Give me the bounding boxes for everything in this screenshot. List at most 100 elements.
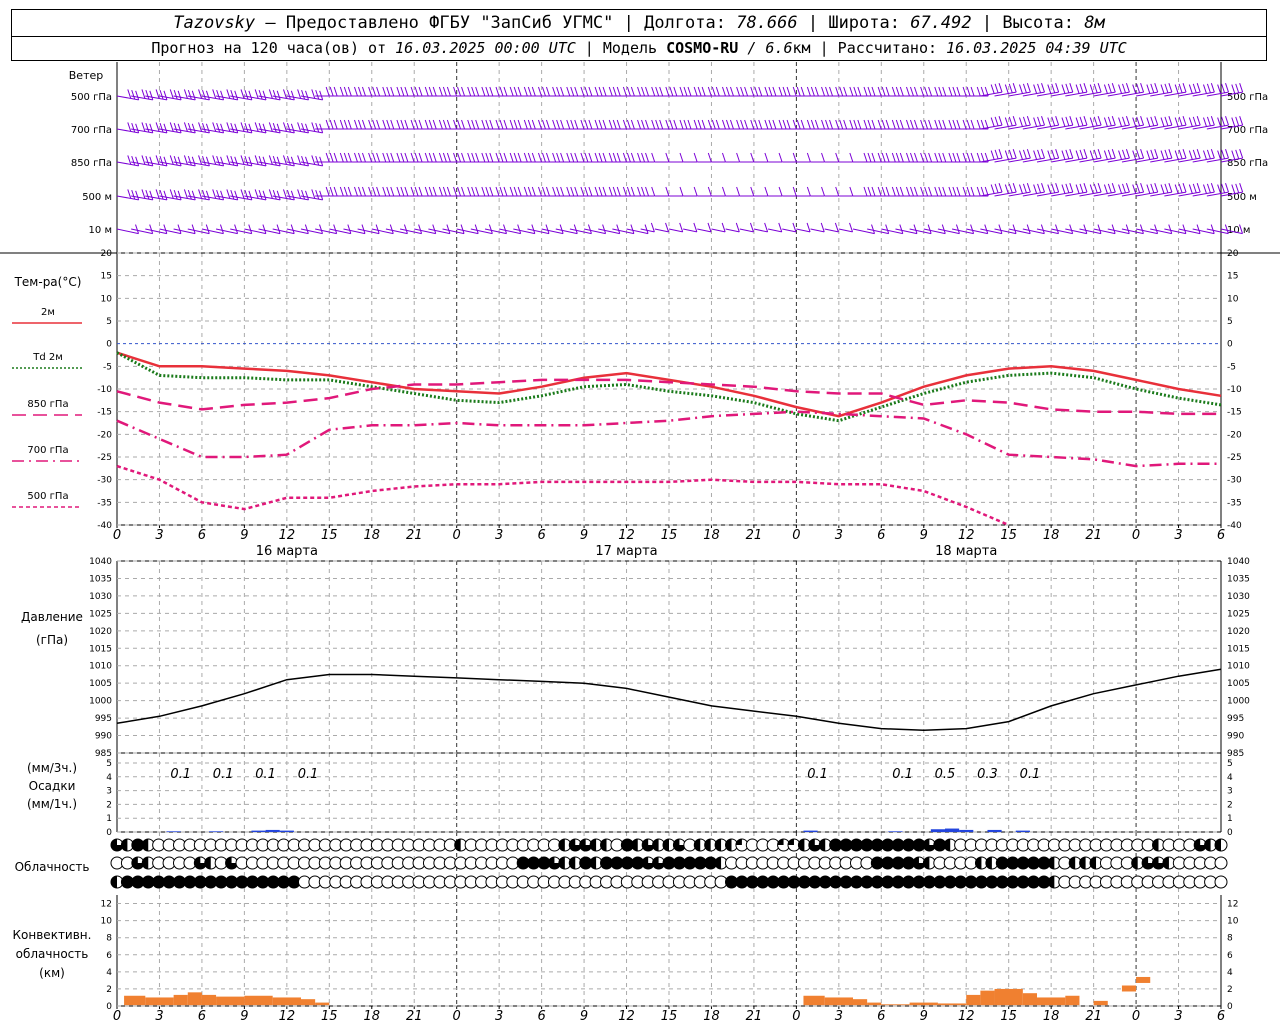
- wind-barb-feather: [1168, 83, 1173, 93]
- temp-tick-left: 0: [106, 340, 112, 350]
- wind-barb: [1022, 83, 1045, 97]
- wind-barb-feather: [353, 186, 358, 197]
- wind-barb-feather: [400, 186, 405, 197]
- wind-barb-feather: [1221, 149, 1226, 160]
- pressure-tick-right: 985: [1227, 749, 1244, 759]
- wind-barb-feather: [707, 119, 712, 130]
- wind-barb-feather: [234, 156, 239, 166]
- wind-barb-feather: [899, 224, 904, 234]
- wind-barb-feather: [432, 119, 437, 130]
- wind-barb-feather: [764, 222, 769, 233]
- wind-barb: [1065, 183, 1088, 197]
- wind-barb-feather: [758, 119, 763, 130]
- wind-barb: [1220, 183, 1244, 197]
- wind-barb-feather: [1107, 83, 1112, 94]
- wind-barb-feather: [729, 86, 734, 97]
- cloud-fill-half: [819, 839, 826, 851]
- wind-barb-shaft: [1093, 228, 1116, 235]
- wind-barb-feather: [942, 152, 947, 163]
- wind-barb-feather: [1174, 117, 1179, 127]
- wind-barb: [357, 224, 380, 235]
- hour-tick-label: 9: [580, 1009, 588, 1024]
- temp-tick-right: 20: [1227, 249, 1239, 259]
- wind-barb: [187, 155, 210, 167]
- wind-barb-shaft: [1008, 91, 1031, 97]
- wind-barb-feather: [1224, 224, 1229, 234]
- wind-barb: [470, 186, 494, 197]
- wind-barb-shaft: [159, 195, 182, 201]
- wind-barb-feather: [1111, 149, 1116, 159]
- wind-barb: [1178, 224, 1201, 235]
- wind-barb-feather: [240, 189, 245, 199]
- cloud-symbol: [735, 838, 749, 852]
- precip-3h-label: 0.1: [298, 767, 319, 782]
- wind-barb-feather: [428, 152, 433, 163]
- wind-barb: [272, 155, 295, 167]
- wind-barb-shaft: [612, 228, 635, 235]
- wind-barb-feather: [1154, 116, 1159, 126]
- wind-barb-feather: [736, 186, 741, 197]
- wind-barb-feather: [1231, 184, 1236, 194]
- cloud-symbol: [235, 875, 249, 889]
- conv-label: облачность: [16, 947, 89, 961]
- precip-3h-label: 0.1: [1020, 767, 1041, 782]
- wind-barb-feather: [920, 119, 925, 130]
- wind-barb: [994, 183, 1017, 197]
- wind-barb-shaft: [852, 228, 875, 235]
- wind-barb-shaft: [1178, 191, 1201, 197]
- cloud-fill-full: [892, 876, 905, 888]
- wind-barb-feather: [205, 123, 210, 133]
- wind-barb: [315, 152, 338, 163]
- wind-barb-feather: [159, 189, 164, 200]
- wind-barb-feather: [1118, 84, 1123, 94]
- wind-barb: [796, 152, 811, 163]
- wind-barb-feather: [573, 224, 578, 234]
- wind-barb-feather: [424, 186, 429, 197]
- cloud-fill-three-quarter: [131, 857, 144, 870]
- wind-barb-feather: [319, 156, 324, 166]
- hour-tick-label: 0: [453, 1009, 461, 1024]
- wind-barb-feather: [948, 119, 953, 130]
- cloud-fill-half: [569, 857, 576, 869]
- wind-barb-feather: [347, 152, 352, 163]
- wind-barb-feather: [475, 119, 480, 130]
- wind-barb-feather: [372, 86, 377, 97]
- wind-barb-feather: [998, 83, 1003, 93]
- wind-barb-feather: [531, 224, 536, 234]
- hour-tick-label: 0: [453, 528, 461, 543]
- wind-barb-feather: [622, 152, 627, 163]
- temp-tick-left: 15: [101, 272, 112, 282]
- wind-barb-shaft: [1164, 124, 1187, 130]
- wind-barb-feather: [272, 189, 277, 200]
- wind-barb-feather: [934, 86, 939, 97]
- wind-barb-feather: [764, 86, 769, 97]
- cloud-fill-full: [756, 876, 769, 888]
- hour-tick-label: 12: [279, 528, 296, 543]
- wind-barb: [683, 186, 698, 197]
- wind-barb: [980, 116, 1003, 130]
- wind-barb-feather: [839, 86, 844, 97]
- wind-barb-feather: [396, 186, 401, 197]
- wind-barb-feather: [863, 86, 868, 97]
- wind-barb-feather: [315, 122, 320, 133]
- wind-barb-feather: [149, 123, 154, 133]
- wind-barb-feather: [226, 89, 231, 99]
- wind-barb-feather: [616, 152, 621, 163]
- wind-barb-feather: [523, 186, 528, 197]
- wind-barb-feather: [637, 186, 642, 197]
- wind-barb-shaft: [569, 228, 592, 235]
- wind-barb-shaft: [300, 195, 323, 201]
- wind-barb-shaft: [201, 95, 224, 101]
- wind-barb-feather: [1051, 149, 1056, 160]
- cloud-fill-half: [652, 839, 659, 851]
- wind-barb: [343, 224, 366, 235]
- wind-barb-feather: [537, 186, 542, 197]
- wind-barb-feather: [432, 224, 437, 234]
- hour-tick-label: 12: [618, 1009, 635, 1024]
- wind-barb: [244, 224, 267, 235]
- wind-barb-feather: [333, 186, 338, 197]
- wind-barb-feather: [1140, 149, 1145, 159]
- wind-barb-shaft: [1121, 157, 1144, 163]
- cloud-symbol: [954, 875, 968, 889]
- pressure-tick-left: 1035: [89, 574, 112, 584]
